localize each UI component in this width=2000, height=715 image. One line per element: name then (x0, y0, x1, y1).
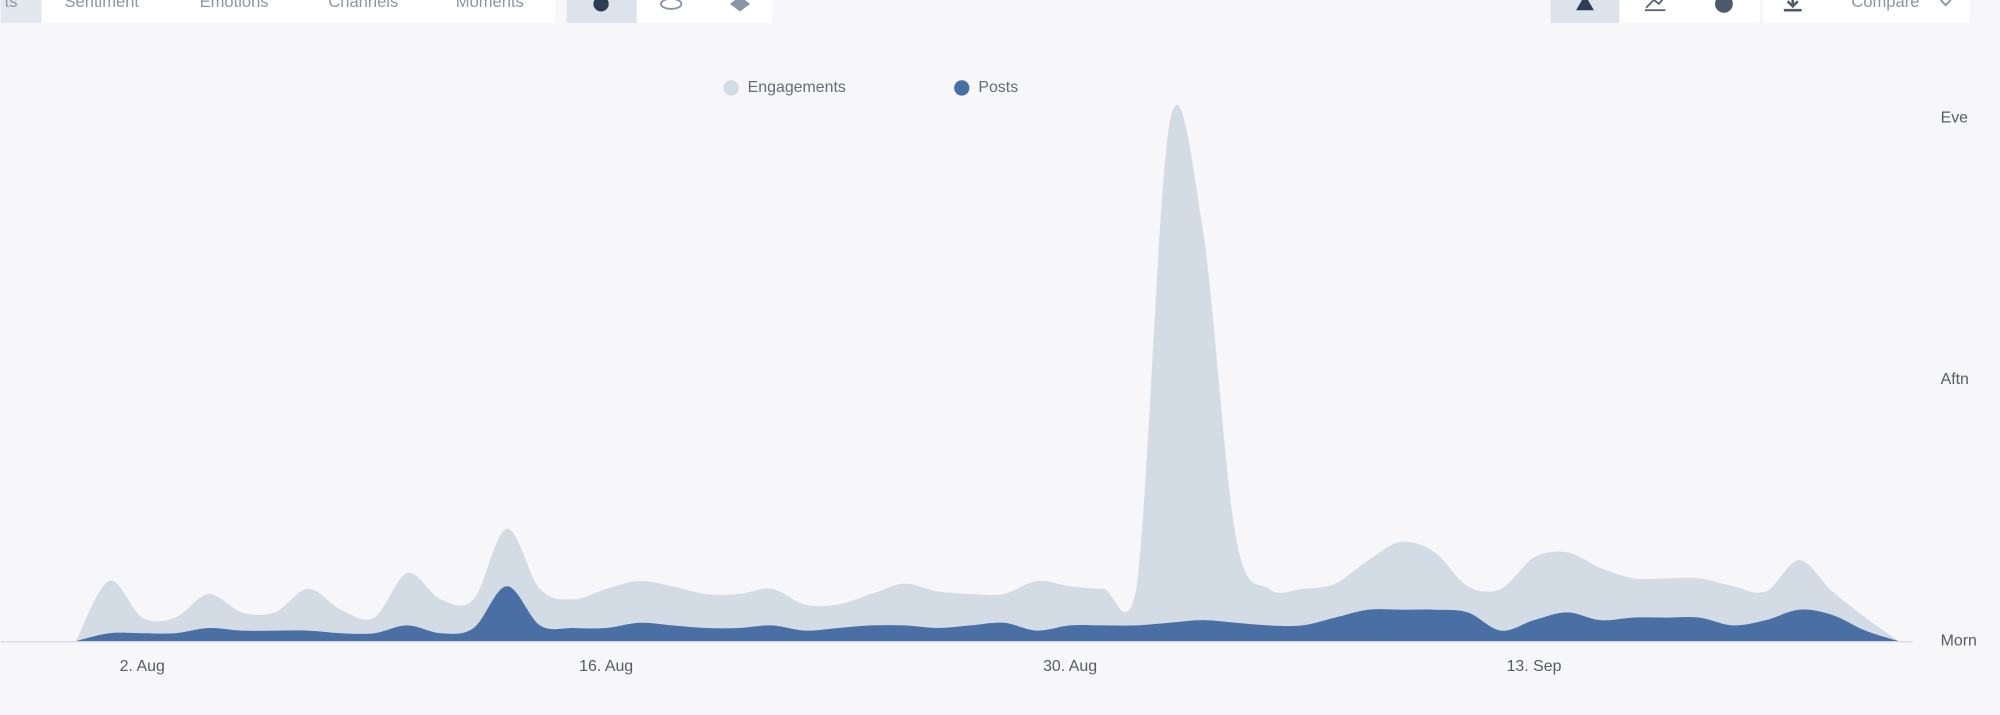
area (75, 586, 1899, 642)
icon-group (1763, 0, 1970, 23)
tab-bg (0, 0, 42, 23)
icon-group (636, 0, 772, 23)
dropdown-arrow (1939, 0, 1952, 7)
chart: Engagements Posts Morn Aftn Eve 2. Aug 16. Aug… (0, 79, 1977, 675)
eye-icon[interactable] (660, 0, 683, 10)
person-icon (593, 0, 609, 12)
y-tick-label: Morn (1941, 632, 1977, 649)
x-tick-label: 16. Aug (579, 658, 633, 675)
legend-label: Posts (978, 79, 1018, 96)
chart-icon (1576, 0, 1594, 11)
tab[interactable]: Emotions (200, 0, 269, 11)
tab[interactable]: Sentiment (65, 0, 140, 11)
compare-button[interactable]: Compare (1851, 0, 1919, 11)
legend-label: Engagements (748, 79, 846, 96)
download-icon[interactable] (1783, 0, 1802, 12)
x-tick-label: 13. Sep (1507, 658, 1562, 675)
tab[interactable]: Moments (456, 0, 524, 11)
icon-button-selected[interactable] (1550, 0, 1620, 23)
legend-marker (954, 80, 970, 96)
y-tick-label: Aftn (1941, 371, 1969, 388)
diamond-icon[interactable] (729, 0, 751, 12)
tab[interactable]: ts (5, 0, 18, 11)
icon-group (1619, 0, 1760, 23)
icon-button-selected[interactable] (566, 0, 637, 23)
x-tick-label: 2. Aug (120, 658, 165, 675)
legend-marker (723, 80, 739, 96)
trend-icon[interactable] (1644, 0, 1666, 12)
y-tick-label: Eve (1941, 110, 1969, 127)
area (75, 104, 1899, 642)
tab[interactable]: Channels (328, 0, 398, 11)
x-tick-label: 30. Aug (1043, 658, 1097, 675)
info-icon[interactable] (1715, 0, 1733, 13)
toolbar: ts Sentiment Emotions Channels Moments C… (0, 0, 1970, 23)
tab-group (41, 0, 556, 23)
